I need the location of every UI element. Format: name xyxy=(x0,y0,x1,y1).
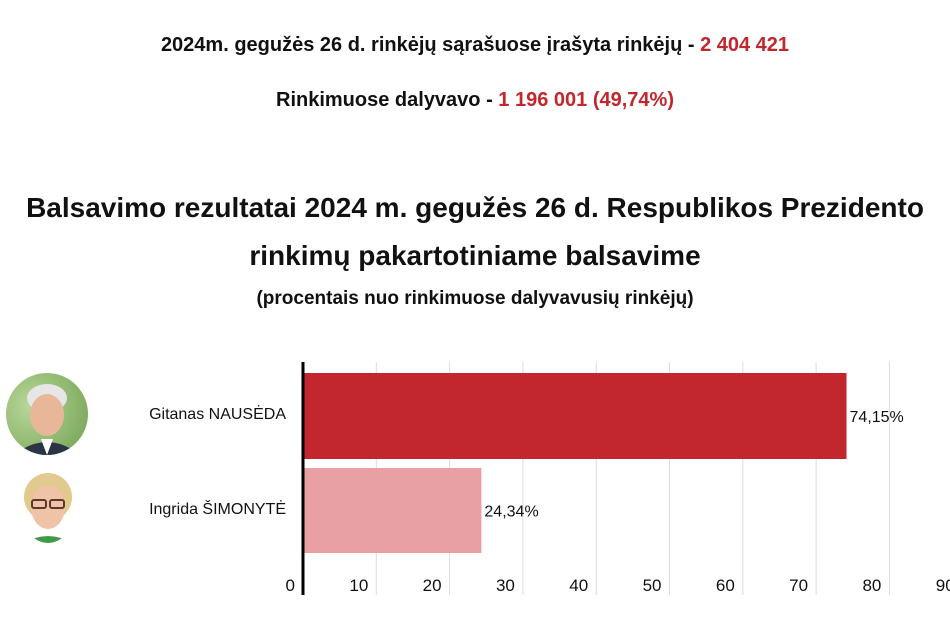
chart-subtitle: (procentais nuo rinkimuose dalyvavusių r… xyxy=(256,288,694,309)
bar xyxy=(303,468,482,553)
turnout-label: Rinkimuose dalyvavo - xyxy=(276,89,499,111)
x-tick-label: 60 xyxy=(716,576,735,595)
avatar-nauseda xyxy=(6,373,88,455)
chart-title-line1: Balsavimo rezultatai 2024 m. gegužės 26 … xyxy=(26,192,924,223)
registered-label: 2024m. gegužės 26 d. rinkėjų sąrašuose į… xyxy=(160,34,701,56)
x-tick-label: 0 xyxy=(286,576,295,595)
x-tick-label: 20 xyxy=(423,576,442,595)
category-label: Gitanas NAUSĖDA xyxy=(149,406,286,423)
x-tick-label: 40 xyxy=(569,576,588,595)
x-tick-label: 70 xyxy=(789,576,808,595)
x-tick-label: 50 xyxy=(643,576,662,595)
x-tick-label: 10 xyxy=(349,576,368,595)
registered-value: 2 404 421 xyxy=(700,34,790,56)
registered-voters: 2024m. gegužės 26 d. rinkėjų sąrašuose į… xyxy=(0,34,950,57)
turnout-value: 1 196 001 (49,74%) xyxy=(498,89,674,111)
chart-title-line2: rinkimų pakartotiniame balsavime xyxy=(249,240,701,271)
x-tick-label: 80 xyxy=(862,576,881,595)
category-label: Ingrida ŠIMONYTĖ xyxy=(149,501,286,518)
avatar-simonyte xyxy=(20,467,76,543)
data-label: 24,34% xyxy=(484,504,538,521)
bar xyxy=(303,373,847,459)
turnout: Rinkimuose dalyvavo - 1 196 001 (49,74%) xyxy=(0,89,950,112)
person-photo-icon xyxy=(24,473,72,543)
x-tick-label: 30 xyxy=(496,576,515,595)
person-photo-icon xyxy=(14,384,80,455)
data-label: 74,15% xyxy=(850,409,904,426)
x-tick-label: 90 xyxy=(936,576,950,595)
